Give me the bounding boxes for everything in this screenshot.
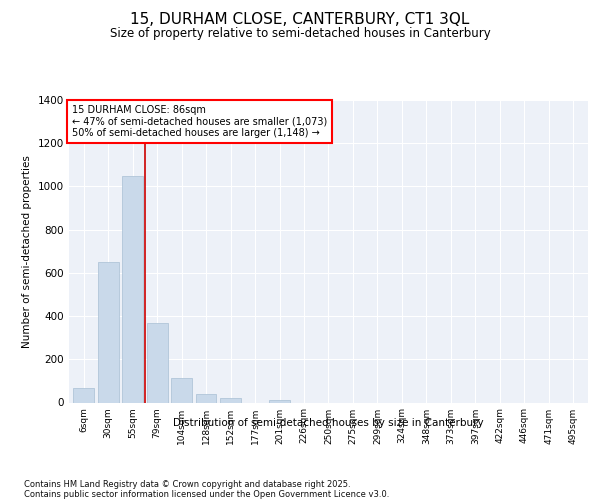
- Bar: [220, 398, 241, 402]
- Bar: [73, 388, 94, 402]
- Text: Contains HM Land Registry data © Crown copyright and database right 2025.
Contai: Contains HM Land Registry data © Crown c…: [24, 480, 389, 499]
- Bar: [269, 400, 290, 402]
- Bar: [122, 176, 143, 402]
- Bar: [171, 378, 192, 402]
- Bar: [196, 394, 217, 402]
- Text: 15 DURHAM CLOSE: 86sqm
← 47% of semi-detached houses are smaller (1,073)
50% of : 15 DURHAM CLOSE: 86sqm ← 47% of semi-det…: [71, 104, 327, 138]
- Bar: [147, 322, 167, 402]
- Text: 15, DURHAM CLOSE, CANTERBURY, CT1 3QL: 15, DURHAM CLOSE, CANTERBURY, CT1 3QL: [130, 12, 470, 27]
- Text: Size of property relative to semi-detached houses in Canterbury: Size of property relative to semi-detach…: [110, 27, 490, 40]
- Bar: [98, 262, 119, 402]
- Text: Distribution of semi-detached houses by size in Canterbury: Distribution of semi-detached houses by …: [173, 418, 484, 428]
- Y-axis label: Number of semi-detached properties: Number of semi-detached properties: [22, 155, 32, 348]
